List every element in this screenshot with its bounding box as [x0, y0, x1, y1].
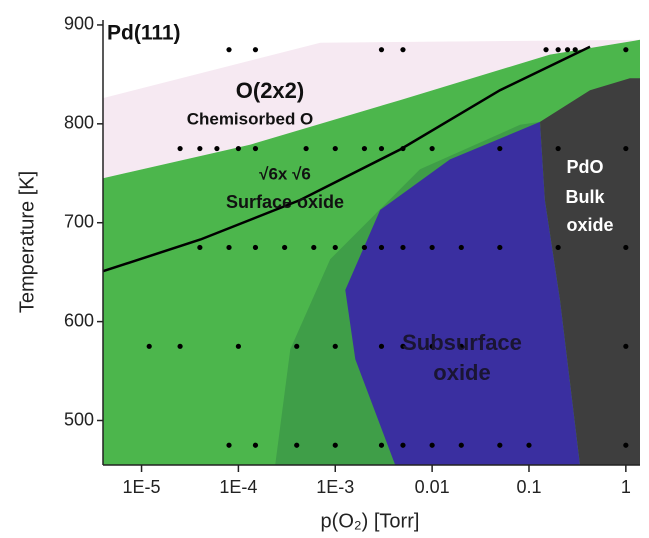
annotation: √6x √6: [259, 164, 311, 183]
data-point: [282, 244, 288, 251]
data-point: [400, 343, 406, 349]
x-tick-label: 1: [621, 477, 631, 497]
x-tick-label: 1E-4: [219, 477, 257, 497]
data-point: [197, 244, 203, 251]
data-point: [572, 47, 578, 53]
data-point: [623, 145, 629, 152]
data-point: [226, 442, 232, 448]
data-point: [252, 442, 259, 448]
data-point: [303, 145, 309, 152]
region: [540, 78, 640, 465]
data-point: [429, 442, 435, 448]
data-point: [429, 343, 435, 349]
data-point: [497, 442, 503, 448]
data-point: [378, 47, 385, 53]
data-point: [332, 244, 338, 251]
data-point: [311, 244, 317, 251]
data-point: [429, 145, 435, 152]
data-point: [623, 343, 629, 349]
data-point: [497, 145, 503, 152]
x-tick-label: 1E-5: [123, 477, 161, 497]
data-point: [197, 145, 203, 152]
data-point: [361, 244, 368, 251]
data-point: [555, 47, 561, 53]
chart-title: Pd(111): [107, 22, 181, 45]
annotation: Bulk: [565, 187, 605, 207]
data-point: [226, 47, 232, 53]
data-point: [361, 145, 368, 152]
data-point: [146, 343, 152, 349]
annotation: Surface oxide: [226, 192, 344, 212]
boundary-line: [103, 45, 591, 273]
x-tick-label: 1E-3: [316, 477, 354, 497]
data-point: [235, 343, 242, 349]
data-point: [177, 145, 183, 152]
data-point: [252, 47, 259, 53]
data-point: [252, 145, 259, 152]
data-point: [623, 442, 629, 448]
data-point: [555, 145, 561, 152]
data-point: [177, 343, 183, 349]
data-point: [400, 145, 406, 152]
annotation: PdO: [566, 157, 603, 177]
data-point: [526, 442, 532, 448]
y-tick-label: 800: [64, 113, 94, 133]
annotation: Subsurface: [402, 330, 522, 355]
data-point: [378, 145, 385, 152]
data-point: [400, 244, 406, 251]
data-point: [543, 47, 549, 53]
y-axis-title: Temperature [K]: [16, 171, 38, 313]
data-point: [458, 343, 464, 349]
y-tick-label: 600: [64, 310, 94, 330]
x-axis-title: p(O₂) [Torr]: [321, 510, 420, 532]
data-point: [332, 145, 338, 152]
data-point: [252, 244, 259, 251]
data-point: [378, 343, 385, 349]
y-tick-label: 500: [64, 409, 94, 429]
data-point: [400, 442, 406, 448]
data-point: [332, 343, 338, 349]
data-point: [400, 47, 406, 53]
region: [345, 121, 580, 465]
data-point: [226, 244, 232, 251]
annotation: Chemisorbed O: [187, 109, 314, 128]
data-point: [555, 244, 561, 251]
annotation: oxide: [566, 215, 613, 235]
data-point: [497, 244, 503, 251]
annotation: oxide: [433, 360, 490, 385]
annotation: O(2x2): [236, 78, 304, 103]
data-point: [378, 244, 385, 251]
data-point: [214, 145, 220, 152]
data-point: [623, 244, 629, 251]
y-tick-label: 700: [64, 211, 94, 231]
plot-content: [103, 39, 640, 465]
y-tick-label: 900: [64, 14, 94, 34]
x-tick-label: 0.1: [516, 477, 541, 497]
x-tick-label: 0.01: [415, 477, 450, 497]
data-point: [294, 442, 300, 448]
data-point: [429, 244, 435, 251]
region: [103, 39, 640, 179]
data-point: [332, 442, 338, 448]
plot-area: [103, 39, 640, 465]
data-point: [564, 47, 571, 53]
data-point: [458, 442, 464, 448]
data-point: [378, 442, 385, 448]
data-point: [623, 47, 629, 53]
data-point: [458, 244, 464, 251]
data-point: [235, 145, 242, 152]
data-point: [294, 343, 300, 349]
